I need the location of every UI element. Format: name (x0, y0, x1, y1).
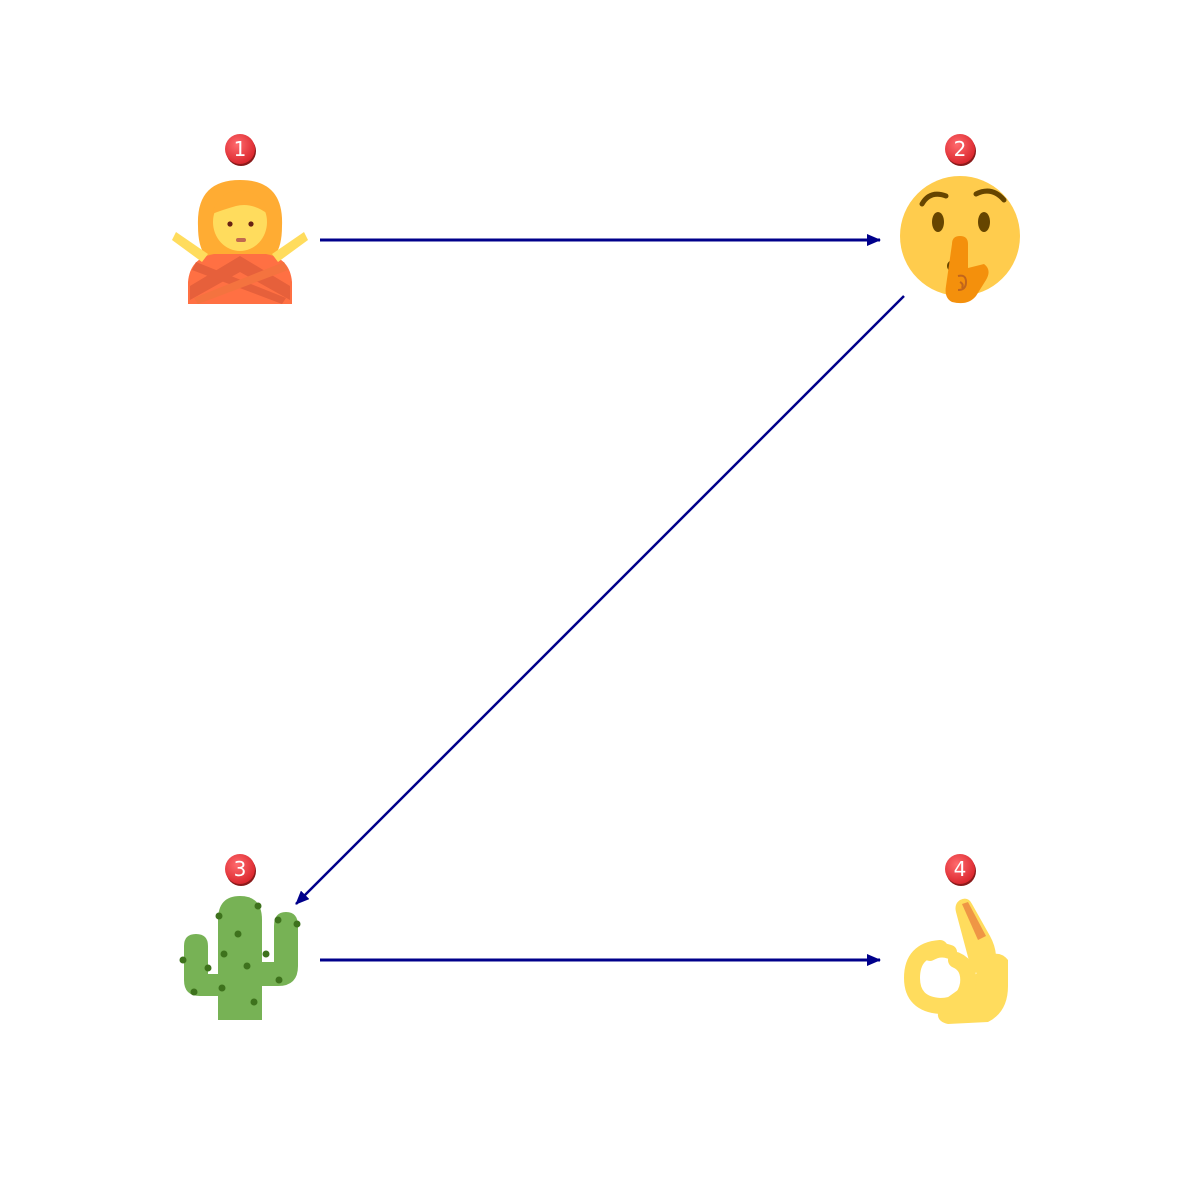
shushing-face-icon (900, 176, 1020, 304)
edge-2-to-3 (295, 295, 905, 905)
node-1[interactable]: 1 (172, 134, 308, 304)
badge-1-label: 1 (234, 137, 247, 161)
node-2[interactable]: 2 (900, 134, 1020, 304)
badge-4: 4 (945, 854, 976, 886)
badge-4-label: 4 (954, 857, 967, 881)
person-gesturing-no-icon (172, 180, 308, 304)
badge-1: 1 (225, 134, 256, 166)
badge-2: 2 (945, 134, 976, 166)
node-3[interactable]: 3 (179, 854, 301, 1020)
badge-2-label: 2 (954, 137, 967, 161)
ok-hand-icon (903, 898, 1008, 1024)
badge-3-label: 3 (234, 857, 247, 881)
node-4[interactable]: 4 (903, 854, 1008, 1024)
cactus-icon (179, 896, 301, 1020)
badge-3: 3 (225, 854, 256, 886)
edges (295, 234, 905, 966)
